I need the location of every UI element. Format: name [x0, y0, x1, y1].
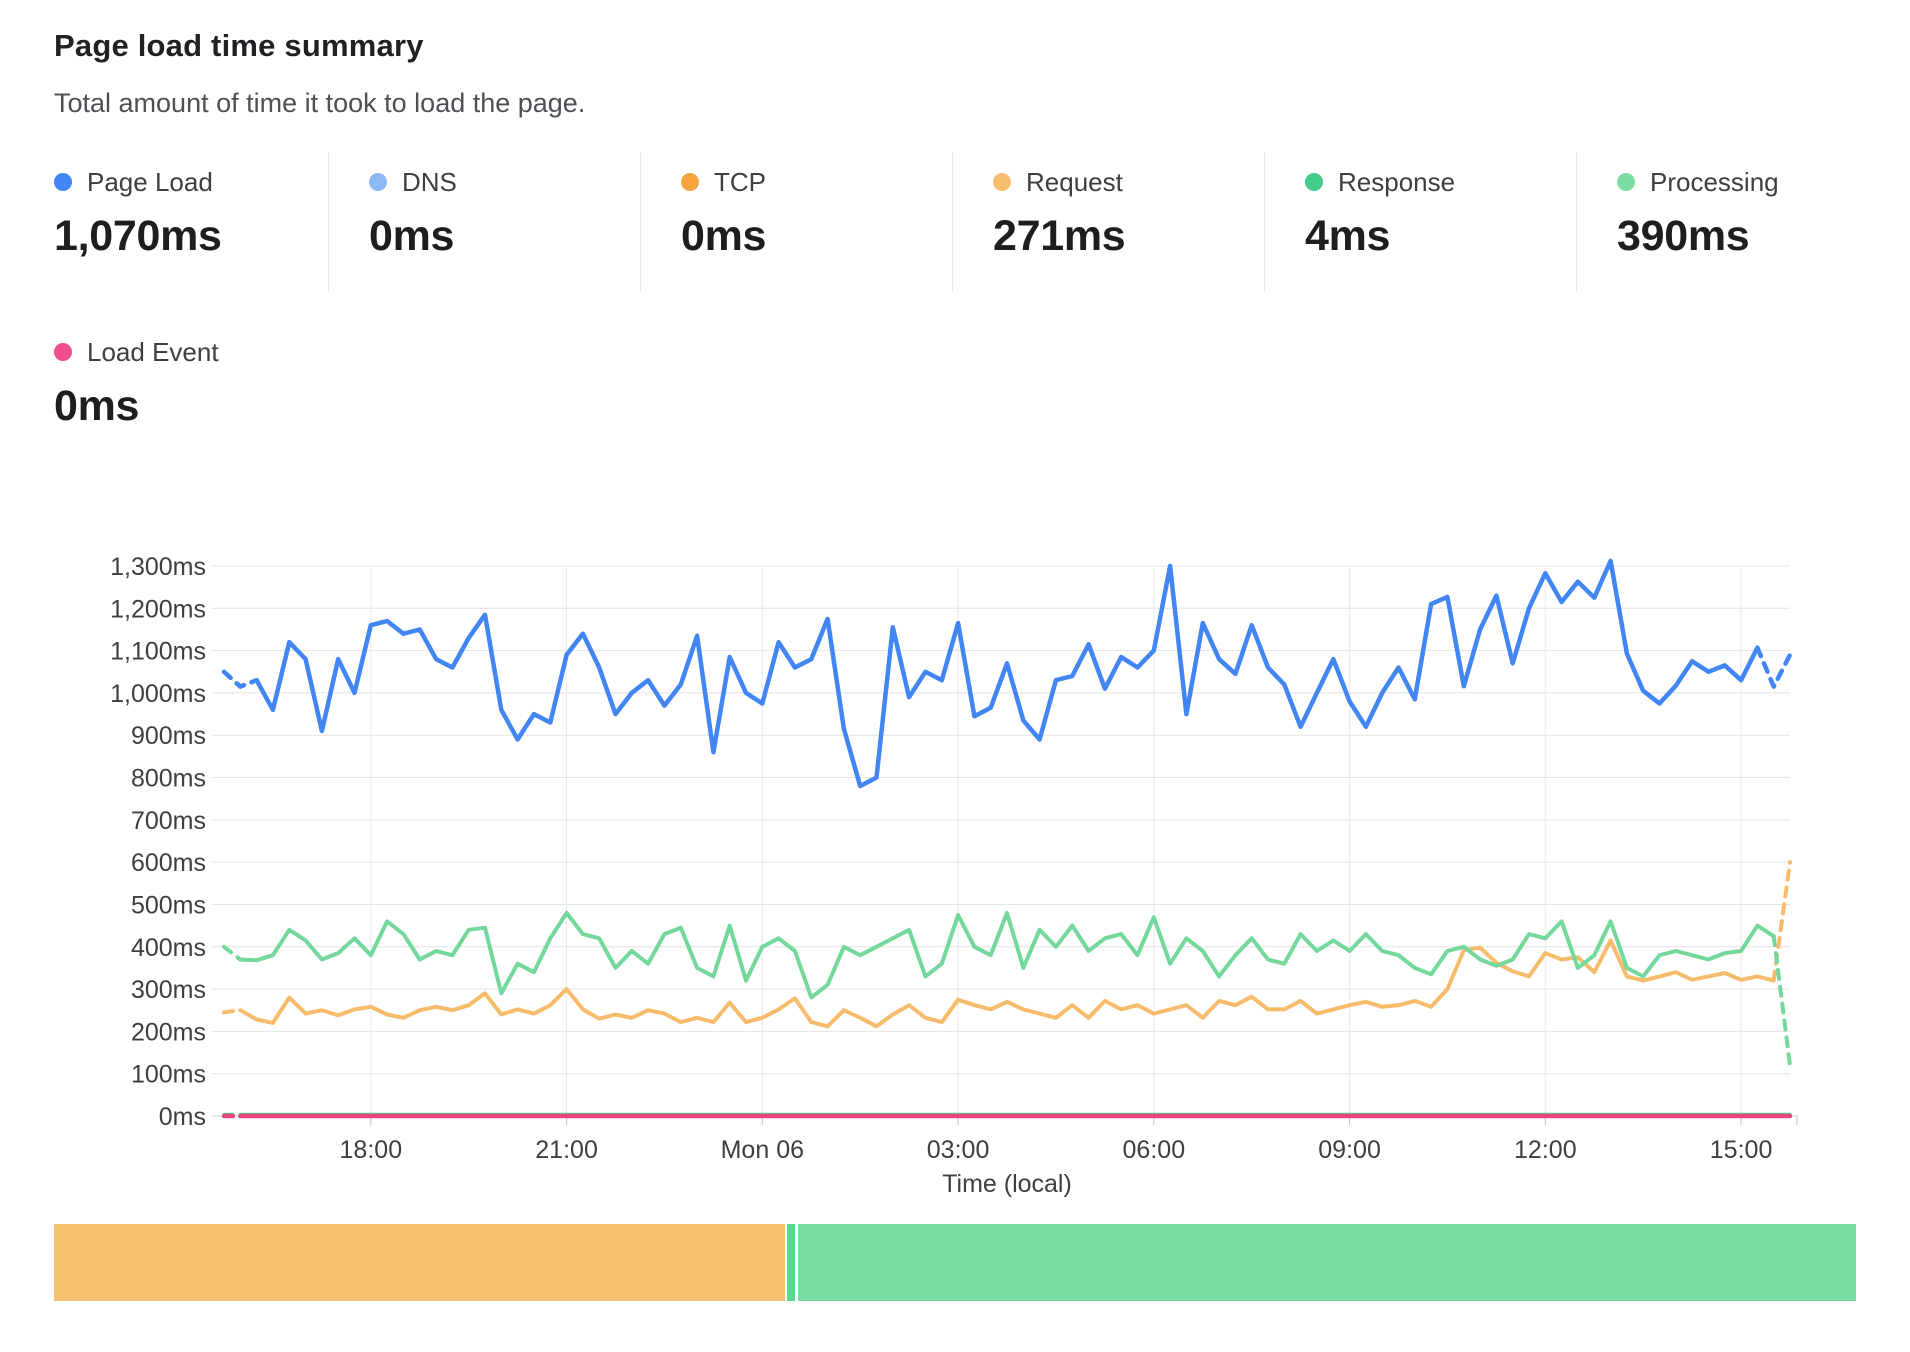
- load-event-legend-dot: [54, 343, 72, 361]
- timeline-bar-segment: [787, 1224, 795, 1301]
- metric-label-row: Response: [1305, 164, 1576, 200]
- x-axis-title: Time (local): [942, 1170, 1072, 1198]
- series-line-processing: [1771, 934, 1792, 1068]
- y-axis-tick-label: 900ms: [131, 722, 206, 750]
- metric-label: Response: [1338, 166, 1456, 197]
- x-axis-tick-label: 06:00: [1123, 1136, 1186, 1164]
- series-line-page-load: [254, 558, 1760, 789]
- metric-label-row: DNS: [369, 164, 640, 200]
- metric-tcp[interactable]: TCP 0ms: [641, 152, 953, 292]
- series-line-request: [238, 938, 1776, 1029]
- series-line-page-load: [221, 669, 259, 689]
- metric-value: 390ms: [1617, 212, 1750, 260]
- timeline-bar-segment: [54, 1224, 785, 1301]
- request-legend-dot: [993, 173, 1011, 191]
- x-axis-tick-label: 12:00: [1514, 1136, 1577, 1164]
- metric-dns[interactable]: DNS 0ms: [329, 152, 641, 292]
- response-legend-dot: [1305, 173, 1323, 191]
- page-load-legend-dot: [54, 173, 72, 191]
- x-axis-tick-label: 21:00: [535, 1136, 598, 1164]
- chart-canvas[interactable]: 0ms 100ms 200ms 300ms 400ms 500ms 600ms 700ms 80…: [0, 540, 1910, 1200]
- metric-label: DNS: [402, 166, 457, 197]
- metrics-legend-row: Page Load 1,070ms DNS 0ms TCP 0ms Reques…: [54, 152, 1889, 292]
- y-axis-tick-label: 200ms: [131, 1018, 206, 1046]
- y-axis-tick-label: 100ms: [131, 1061, 206, 1089]
- metric-value: 4ms: [1305, 212, 1391, 260]
- y-axis-tick-label: 700ms: [131, 807, 206, 835]
- metrics-legend-row-2: Load Event 0ms: [54, 322, 219, 462]
- metric-label: Page Load: [87, 166, 213, 197]
- processing-legend-dot: [1617, 173, 1635, 191]
- y-axis-tick-label: 1,200ms: [110, 595, 206, 623]
- y-axis-tick-label: 0ms: [159, 1103, 206, 1131]
- y-axis-tick-label: 1,100ms: [110, 638, 206, 666]
- timeline-bar-segment: [785, 1224, 787, 1301]
- y-axis-tick-label: 1,000ms: [110, 680, 206, 708]
- metric-value: 0ms: [54, 382, 140, 430]
- metric-label-row: Processing: [1617, 164, 1889, 200]
- x-axis-tick-label: 03:00: [927, 1136, 990, 1164]
- metric-value: 0ms: [369, 212, 455, 260]
- x-axis-tick-label: Mon 06: [721, 1136, 804, 1164]
- metric-load-event[interactable]: Load Event 0ms: [54, 322, 219, 462]
- metric-value: 0ms: [681, 212, 767, 260]
- metric-label: Processing: [1650, 166, 1779, 197]
- metric-label-row: Page Load: [54, 164, 328, 200]
- dns-legend-dot: [369, 173, 387, 191]
- timeline-bar-segment: [795, 1224, 798, 1301]
- series-line-processing: [238, 910, 1776, 1000]
- series-line-request: [222, 1008, 243, 1015]
- page-title: Page load time summary: [54, 28, 424, 63]
- metric-label-row: TCP: [681, 164, 952, 200]
- metric-request[interactable]: Request 271ms: [953, 152, 1265, 292]
- x-axis-tick-label: 18:00: [340, 1136, 403, 1164]
- metric-value: 1,070ms: [54, 212, 222, 260]
- metric-label-row: Request: [993, 164, 1264, 200]
- y-axis-tick-label: 600ms: [131, 849, 206, 877]
- page-subtitle: Total amount of time it took to load the…: [54, 88, 586, 118]
- y-axis-tick-label: 500ms: [131, 891, 206, 919]
- metric-label: Request: [1026, 166, 1123, 197]
- timeline-bar-segment: [798, 1224, 1856, 1301]
- metric-label: Load Event: [87, 336, 219, 367]
- metric-label-row: Load Event: [54, 334, 219, 370]
- metric-page-load[interactable]: Page Load 1,070ms: [54, 152, 329, 292]
- y-axis-tick-label: 1,300ms: [110, 553, 206, 581]
- series-line-page-load: [1755, 645, 1793, 689]
- y-axis-tick-label: 300ms: [131, 976, 206, 1004]
- x-axis-tick-label: 09:00: [1318, 1136, 1381, 1164]
- metric-value: 271ms: [993, 212, 1126, 260]
- y-axis-tick-label: 400ms: [131, 934, 206, 962]
- tcp-legend-dot: [681, 173, 699, 191]
- load-time-chart[interactable]: 0ms 100ms 200ms 300ms 400ms 500ms 600ms 700ms 80…: [0, 540, 1910, 1200]
- series-line-processing: [222, 944, 243, 962]
- metric-processing[interactable]: Processing 390ms: [1577, 152, 1889, 292]
- x-axis-tick-label: 15:00: [1710, 1136, 1773, 1164]
- metric-label: TCP: [714, 166, 766, 197]
- metric-response[interactable]: Response 4ms: [1265, 152, 1577, 292]
- timeline-strip[interactable]: [54, 1224, 1856, 1301]
- y-axis-tick-label: 800ms: [131, 765, 206, 793]
